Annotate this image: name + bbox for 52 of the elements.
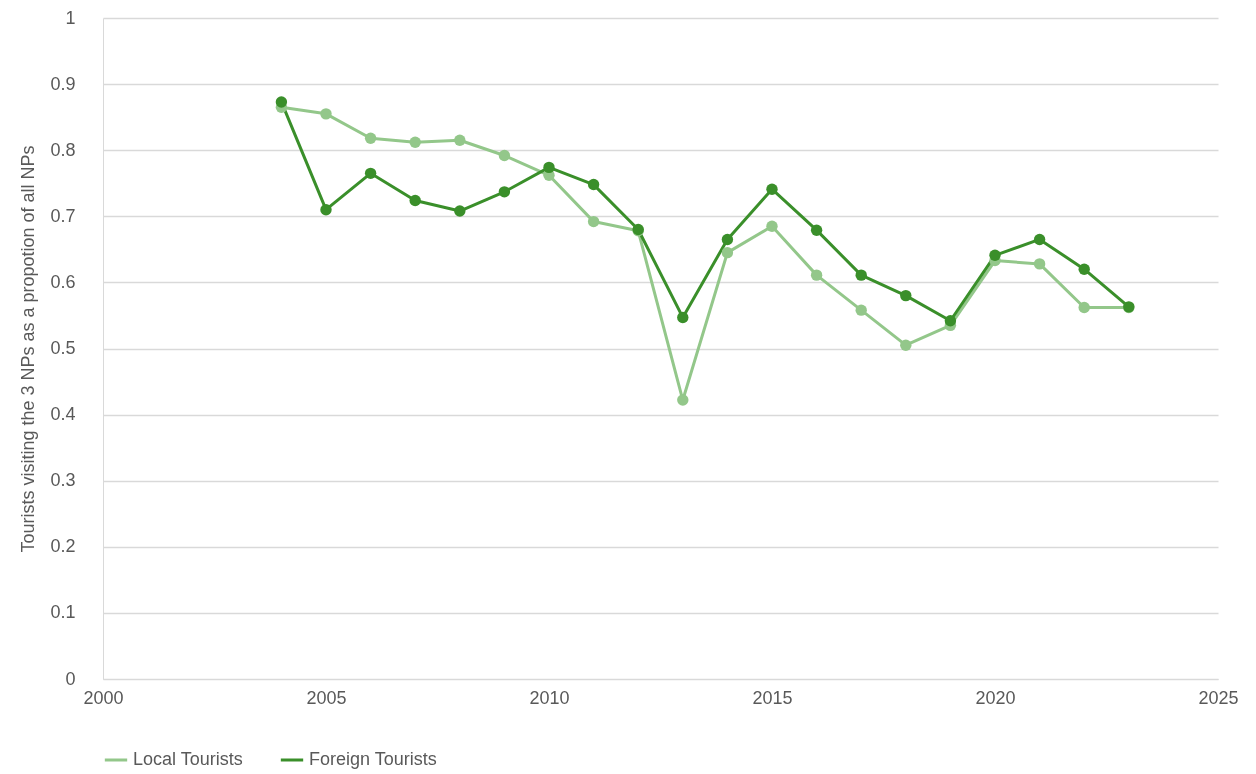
point	[1078, 301, 1090, 314]
point	[587, 215, 600, 228]
x-tick-label: 2015	[752, 687, 793, 708]
point	[409, 194, 421, 207]
point	[989, 249, 1001, 261]
point	[766, 220, 778, 232]
y-tick-label: 0.2	[50, 536, 76, 557]
x-tick-label: 2020	[975, 687, 1016, 708]
point	[364, 132, 377, 144]
point	[721, 233, 734, 246]
y-tick-label: 0.5	[50, 338, 76, 358]
y-tick-label: 0	[65, 668, 76, 689]
point	[766, 183, 778, 195]
point	[900, 339, 912, 351]
point	[587, 178, 600, 191]
y-tick-label: 0.8	[50, 139, 76, 160]
y-tick-label: 1	[65, 7, 76, 28]
point	[855, 304, 867, 316]
point	[454, 134, 466, 146]
point	[1033, 258, 1046, 270]
point	[498, 186, 511, 198]
x-tick-label: 2000	[83, 687, 124, 708]
point	[1078, 263, 1090, 275]
point	[498, 149, 511, 162]
point	[677, 394, 689, 406]
point	[1033, 233, 1046, 246]
point	[810, 269, 823, 281]
x-tick-label: 2010	[529, 687, 570, 708]
point	[721, 246, 734, 259]
point	[543, 161, 555, 174]
point	[677, 311, 689, 324]
point	[454, 205, 466, 217]
point	[900, 289, 912, 302]
y-tick-label: 0.9	[50, 73, 76, 94]
point	[275, 96, 288, 108]
point	[944, 315, 957, 327]
point	[409, 136, 421, 148]
y-tick-label: 0.1	[50, 602, 76, 623]
x-tick-label: 2005	[306, 687, 347, 708]
legend-label: Foreign Tourists	[309, 749, 437, 769]
legend-label: Local Tourists	[133, 749, 243, 769]
y-tick-label: 0.7	[50, 205, 76, 226]
y-tick-label: 0.4	[50, 404, 76, 425]
point	[810, 224, 823, 236]
y-tick-label: 0.3	[50, 470, 76, 491]
point	[855, 269, 867, 281]
y-tick-label: 0.6	[50, 271, 76, 292]
y-axis-title: Tourists visiting the 3 NPs as a propotion of all NPs	[18, 145, 39, 553]
point	[320, 204, 332, 216]
point	[364, 167, 377, 180]
x-tick-label: 2025	[1198, 687, 1239, 708]
point	[320, 108, 332, 120]
